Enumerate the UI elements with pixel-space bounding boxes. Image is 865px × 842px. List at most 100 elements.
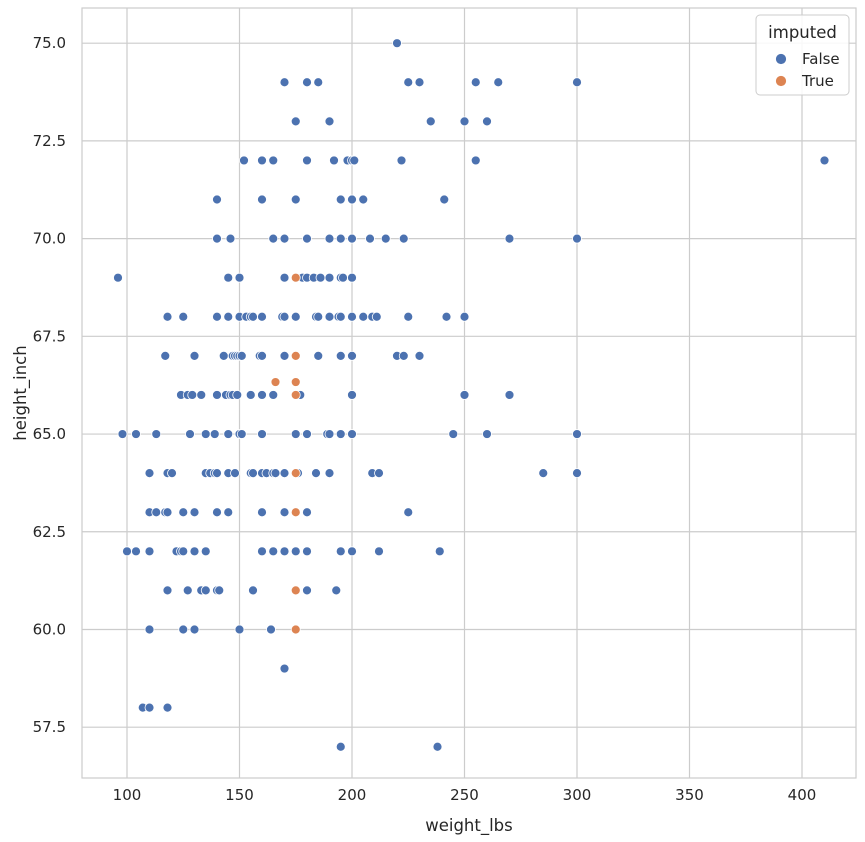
data-point-true — [290, 272, 301, 283]
data-point-false — [349, 155, 360, 166]
data-point-false — [374, 468, 384, 479]
data-point-false — [218, 350, 229, 361]
data-point-false — [572, 77, 582, 88]
data-point-false — [329, 155, 339, 166]
data-point-false — [279, 507, 290, 518]
data-point-false — [196, 390, 207, 400]
data-point-false — [268, 233, 279, 244]
data-point-false — [358, 311, 369, 322]
legend-box — [755, 14, 850, 96]
data-point-false — [819, 155, 830, 166]
legend-marker-true — [775, 75, 787, 87]
data-points — [113, 38, 830, 752]
data-point-false — [212, 194, 222, 205]
data-point-false — [504, 233, 515, 244]
x-tick-label: 200 — [338, 786, 367, 804]
data-point-false — [239, 155, 249, 166]
data-point-false — [313, 350, 324, 361]
data-point-false — [335, 429, 346, 439]
data-point-false — [162, 702, 173, 713]
data-point-false — [167, 468, 177, 479]
data-point-false — [189, 507, 200, 518]
x-axis-ticks: 100 150 200 250 300 350 400 — [113, 786, 817, 804]
data-point-false — [279, 350, 290, 361]
data-point-false — [248, 311, 258, 322]
data-point-false — [396, 155, 407, 166]
data-point-true — [290, 468, 301, 479]
y-tick-label: 70.0 — [33, 230, 66, 248]
data-point-false — [209, 429, 220, 439]
data-point-false — [178, 624, 189, 635]
data-point-false — [482, 429, 492, 439]
data-point-false — [257, 155, 267, 166]
data-point-false — [144, 624, 155, 635]
data-point-true — [290, 507, 301, 518]
data-point-false — [162, 585, 173, 596]
data-point-false — [572, 429, 582, 439]
data-point-false — [324, 429, 335, 439]
data-point-false — [290, 429, 301, 439]
x-tick-label: 100 — [113, 786, 142, 804]
data-point-false — [162, 507, 173, 518]
data-point-true — [290, 624, 301, 635]
data-point-false — [212, 390, 222, 400]
data-point-false — [144, 546, 155, 557]
data-point-false — [279, 272, 290, 283]
data-point-false — [178, 507, 189, 518]
data-point-false — [302, 585, 312, 596]
data-point-false — [335, 233, 346, 244]
data-point-false — [441, 311, 452, 322]
data-point-false — [189, 624, 200, 635]
data-point-false — [223, 272, 234, 283]
data-point-false — [324, 468, 335, 479]
x-tick-label: 400 — [788, 786, 817, 804]
data-point-false — [268, 546, 279, 557]
data-point-false — [257, 350, 267, 361]
data-point-false — [302, 77, 312, 88]
data-point-true — [290, 585, 301, 596]
data-point-false — [279, 77, 290, 88]
data-point-false — [347, 390, 357, 400]
data-point-false — [324, 116, 335, 127]
data-point-false — [365, 233, 375, 244]
data-point-false — [187, 390, 198, 400]
data-point-false — [144, 468, 155, 479]
legend: imputed False True — [755, 14, 850, 96]
data-point-false — [347, 233, 357, 244]
data-point-false — [347, 311, 357, 322]
data-point-false — [347, 429, 357, 439]
data-point-false — [200, 585, 211, 596]
data-point-false — [347, 546, 357, 557]
data-point-false — [248, 468, 258, 479]
y-axis-ticks: 57.5 60.0 62.5 65.0 67.5 70.0 72.5 75.0 — [33, 34, 66, 736]
data-point-false — [257, 546, 267, 557]
data-point-false — [324, 272, 335, 283]
data-point-false — [459, 116, 470, 127]
data-point-false — [232, 390, 243, 400]
y-tick-label: 65.0 — [33, 425, 66, 443]
data-point-false — [572, 468, 582, 479]
data-point-false — [493, 77, 504, 88]
data-point-false — [302, 429, 312, 439]
y-tick-label: 57.5 — [33, 718, 66, 736]
x-tick-label: 350 — [675, 786, 704, 804]
data-point-false — [257, 390, 267, 400]
legend-label-true: True — [801, 72, 834, 90]
data-point-false — [347, 350, 357, 361]
legend-label-false: False — [802, 50, 840, 68]
data-point-false — [131, 546, 141, 557]
y-tick-label: 67.5 — [33, 327, 66, 345]
data-point-false — [279, 311, 290, 322]
data-point-false — [200, 429, 211, 439]
data-point-false — [470, 77, 481, 88]
data-point-false — [439, 194, 450, 205]
legend-marker-false — [775, 53, 787, 65]
data-point-false — [459, 311, 470, 322]
data-point-false — [122, 546, 132, 557]
data-point-false — [459, 390, 470, 400]
data-point-false — [131, 429, 141, 439]
data-point-false — [403, 77, 414, 88]
data-point-false — [313, 311, 324, 322]
data-point-false — [117, 429, 128, 439]
